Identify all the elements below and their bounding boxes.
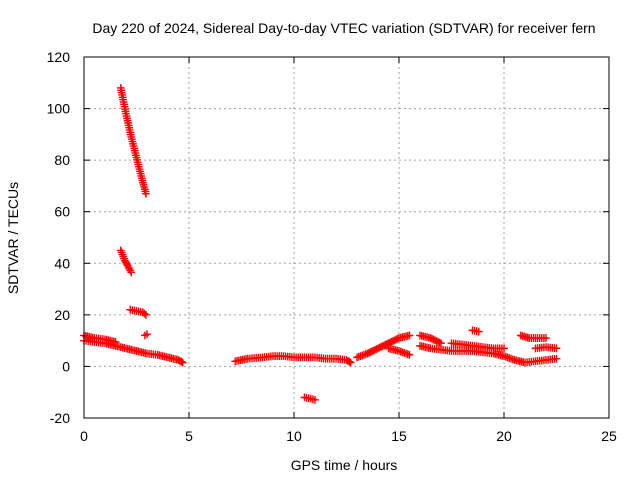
data-point bbox=[127, 268, 136, 277]
x-tick-label: 10 bbox=[286, 428, 302, 444]
data-series-segment bbox=[116, 84, 150, 198]
data-point bbox=[142, 310, 150, 319]
y-tick-label: 80 bbox=[54, 152, 70, 168]
data-point bbox=[142, 189, 150, 198]
data-series-segment bbox=[116, 246, 136, 277]
data-point bbox=[405, 331, 414, 340]
x-tick-label: 25 bbox=[601, 428, 617, 444]
data-point bbox=[177, 357, 186, 366]
data-series-segment bbox=[141, 330, 151, 340]
x-tick-label: 20 bbox=[496, 428, 512, 444]
data-point bbox=[345, 357, 354, 366]
data-series-segment bbox=[80, 336, 187, 367]
y-tick-label: 40 bbox=[54, 255, 70, 271]
data-series-segment bbox=[416, 341, 561, 367]
data-point bbox=[143, 330, 151, 339]
x-axis-label: GPS time / hours bbox=[291, 457, 398, 473]
data-point bbox=[437, 339, 445, 348]
x-tick-labels: 0 5 10 15 20 25 bbox=[80, 428, 617, 444]
data-point bbox=[542, 334, 550, 342]
data-series-segment bbox=[300, 393, 319, 404]
y-tick-label: 0 bbox=[62, 358, 70, 374]
data-point bbox=[474, 327, 483, 336]
data-series-segment bbox=[531, 343, 561, 353]
plot-frame bbox=[83, 56, 610, 419]
data-point bbox=[552, 344, 561, 353]
y-axis-label: SDTVAR / TECUs bbox=[5, 182, 21, 294]
x-tick-label: 5 bbox=[185, 428, 193, 444]
data-series-segment bbox=[353, 331, 414, 362]
data-point bbox=[552, 354, 561, 363]
data-point bbox=[178, 358, 187, 367]
y-tick-label: 100 bbox=[47, 101, 71, 117]
data-point bbox=[500, 344, 508, 353]
data-series-segment bbox=[416, 331, 445, 348]
x-tick-label: 15 bbox=[391, 428, 407, 444]
y-tick-label: 20 bbox=[54, 307, 70, 323]
data-series-segment bbox=[516, 331, 550, 342]
data-series-segment bbox=[447, 339, 508, 353]
y-tick-label: -20 bbox=[50, 410, 70, 426]
y-tick-labels: -20 0 20 40 60 80 100 120 bbox=[47, 49, 71, 426]
data-point bbox=[346, 358, 355, 367]
data-series-segment bbox=[126, 305, 150, 319]
data-points bbox=[80, 84, 561, 404]
y-tick-label: 60 bbox=[54, 204, 70, 220]
data-series-segment bbox=[231, 352, 355, 367]
chart-title: Day 220 of 2024, Sidereal Day-to-day VTE… bbox=[92, 20, 595, 36]
data-point bbox=[311, 396, 319, 404]
data-series-segment bbox=[384, 344, 414, 359]
x-tick-label: 0 bbox=[80, 428, 88, 444]
data-point bbox=[405, 350, 414, 359]
y-tick-label: 120 bbox=[47, 49, 71, 65]
data-series-segment bbox=[468, 326, 483, 336]
